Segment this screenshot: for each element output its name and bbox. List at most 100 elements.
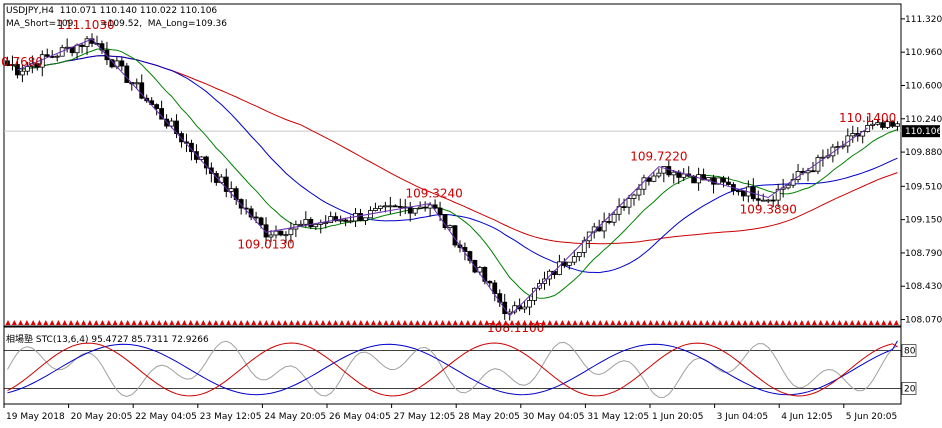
candle-body	[49, 55, 55, 58]
candle-body	[651, 175, 657, 182]
signal-marker	[163, 320, 168, 325]
signal-marker	[849, 320, 855, 325]
candle-body	[646, 177, 652, 182]
candle-body	[343, 219, 348, 222]
candle-body	[10, 64, 15, 66]
signal-marker	[811, 320, 817, 325]
signal-marker	[408, 320, 414, 325]
candle-body	[666, 166, 672, 176]
candle-body	[84, 38, 90, 47]
candle-body	[447, 225, 453, 228]
signal-marker	[610, 320, 616, 325]
stc-info: 相場塾 STC(13,6,4) 95.4727 85.7311 72.9266	[6, 335, 209, 345]
candle-body	[701, 174, 706, 181]
signal-marker	[345, 320, 351, 325]
signal-marker	[421, 320, 427, 325]
signal-marker	[887, 320, 893, 325]
signal-marker	[685, 320, 691, 325]
signal-marker	[868, 320, 874, 325]
candle-body	[54, 55, 60, 58]
candle-body	[716, 177, 721, 185]
signal-marker	[295, 320, 301, 325]
candle-body	[711, 177, 716, 185]
signal-marker	[352, 320, 357, 325]
price-tick-label: 108.430	[905, 282, 942, 292]
candle-body	[124, 65, 130, 83]
signal-marker	[736, 320, 742, 325]
zigzag-label: 111.1030	[57, 18, 114, 32]
candle-body	[805, 170, 811, 174]
signal-marker	[87, 320, 93, 325]
axes: 111.320 110.960 110.600 110.240 109.880 109.5…	[3, 15, 942, 422]
candle-body	[850, 133, 856, 137]
signal-marker	[244, 320, 250, 325]
signal-marker	[396, 320, 402, 325]
candle-body	[333, 216, 339, 222]
signal-marker	[528, 320, 534, 325]
signal-marker	[566, 320, 572, 325]
signal-marker	[604, 320, 609, 325]
current-price-box	[902, 125, 940, 138]
candle-body	[606, 221, 612, 223]
candle-body	[671, 171, 677, 176]
candle-body	[358, 213, 363, 221]
candle-body	[139, 82, 145, 99]
signal-marker	[496, 320, 502, 325]
candle-body	[626, 197, 632, 208]
time-tick-label: 26 May 04:05	[329, 412, 391, 422]
candle-body	[24, 66, 30, 72]
current-price-label: 110.106	[905, 127, 942, 137]
candle-body	[154, 104, 160, 109]
signal-marker	[74, 320, 80, 325]
stc-level-label: 80	[904, 347, 916, 357]
time-tick-label: 28 May 20:05	[458, 412, 520, 422]
signal-marker	[667, 320, 672, 325]
signal-marker	[522, 320, 528, 325]
time-tick-label: 5 Jun 20:05	[846, 412, 897, 422]
candle-body	[34, 63, 40, 68]
candle-body	[119, 60, 125, 67]
candle-body	[770, 199, 776, 202]
ma-info-end: =109.52, MA_Long=109.36	[100, 19, 228, 29]
candle-body	[477, 266, 483, 273]
stc-gray-line	[7, 340, 898, 398]
signal-marker	[415, 320, 420, 325]
signal-marker	[137, 320, 143, 325]
ma-short-line	[7, 48, 898, 299]
time-tick-label: 22 May 04:05	[135, 412, 197, 422]
signal-marker	[490, 320, 496, 325]
price-panel: 110.7680 111.1030 109.0130 109.3240 108.1100…	[0, 3, 902, 335]
signal-marker	[358, 320, 364, 325]
signal-marker	[654, 320, 660, 325]
signal-marker	[534, 320, 540, 325]
signal-marker	[843, 320, 849, 325]
signal-marker	[194, 320, 200, 325]
candle-body	[253, 216, 259, 219]
signal-marker	[793, 320, 798, 325]
signal-marker	[755, 320, 761, 325]
signal-marker	[370, 320, 376, 325]
candle-body	[44, 54, 50, 57]
signal-marker	[881, 320, 887, 325]
candle-body	[223, 176, 229, 192]
candle-body	[870, 123, 876, 126]
signal-marker	[471, 320, 477, 325]
ma-info-start: MA_Short=109.	[6, 19, 77, 29]
time-tick-label: 24 May 20:05	[264, 412, 326, 422]
signal-marker	[301, 320, 307, 325]
price-tick-label: 109.150	[905, 216, 942, 226]
signal-marker	[377, 320, 383, 325]
signal-marker	[660, 320, 666, 325]
signal-marker	[93, 320, 99, 325]
candle-body	[661, 166, 667, 174]
signal-marker	[314, 320, 320, 325]
signal-marker	[333, 320, 339, 325]
signal-marker	[213, 320, 219, 325]
signal-marker	[263, 320, 269, 325]
candle-body	[258, 217, 264, 226]
signal-marker	[307, 320, 313, 325]
candle-body	[890, 121, 895, 127]
signal-marker	[893, 320, 899, 325]
signal-marker	[616, 320, 622, 325]
